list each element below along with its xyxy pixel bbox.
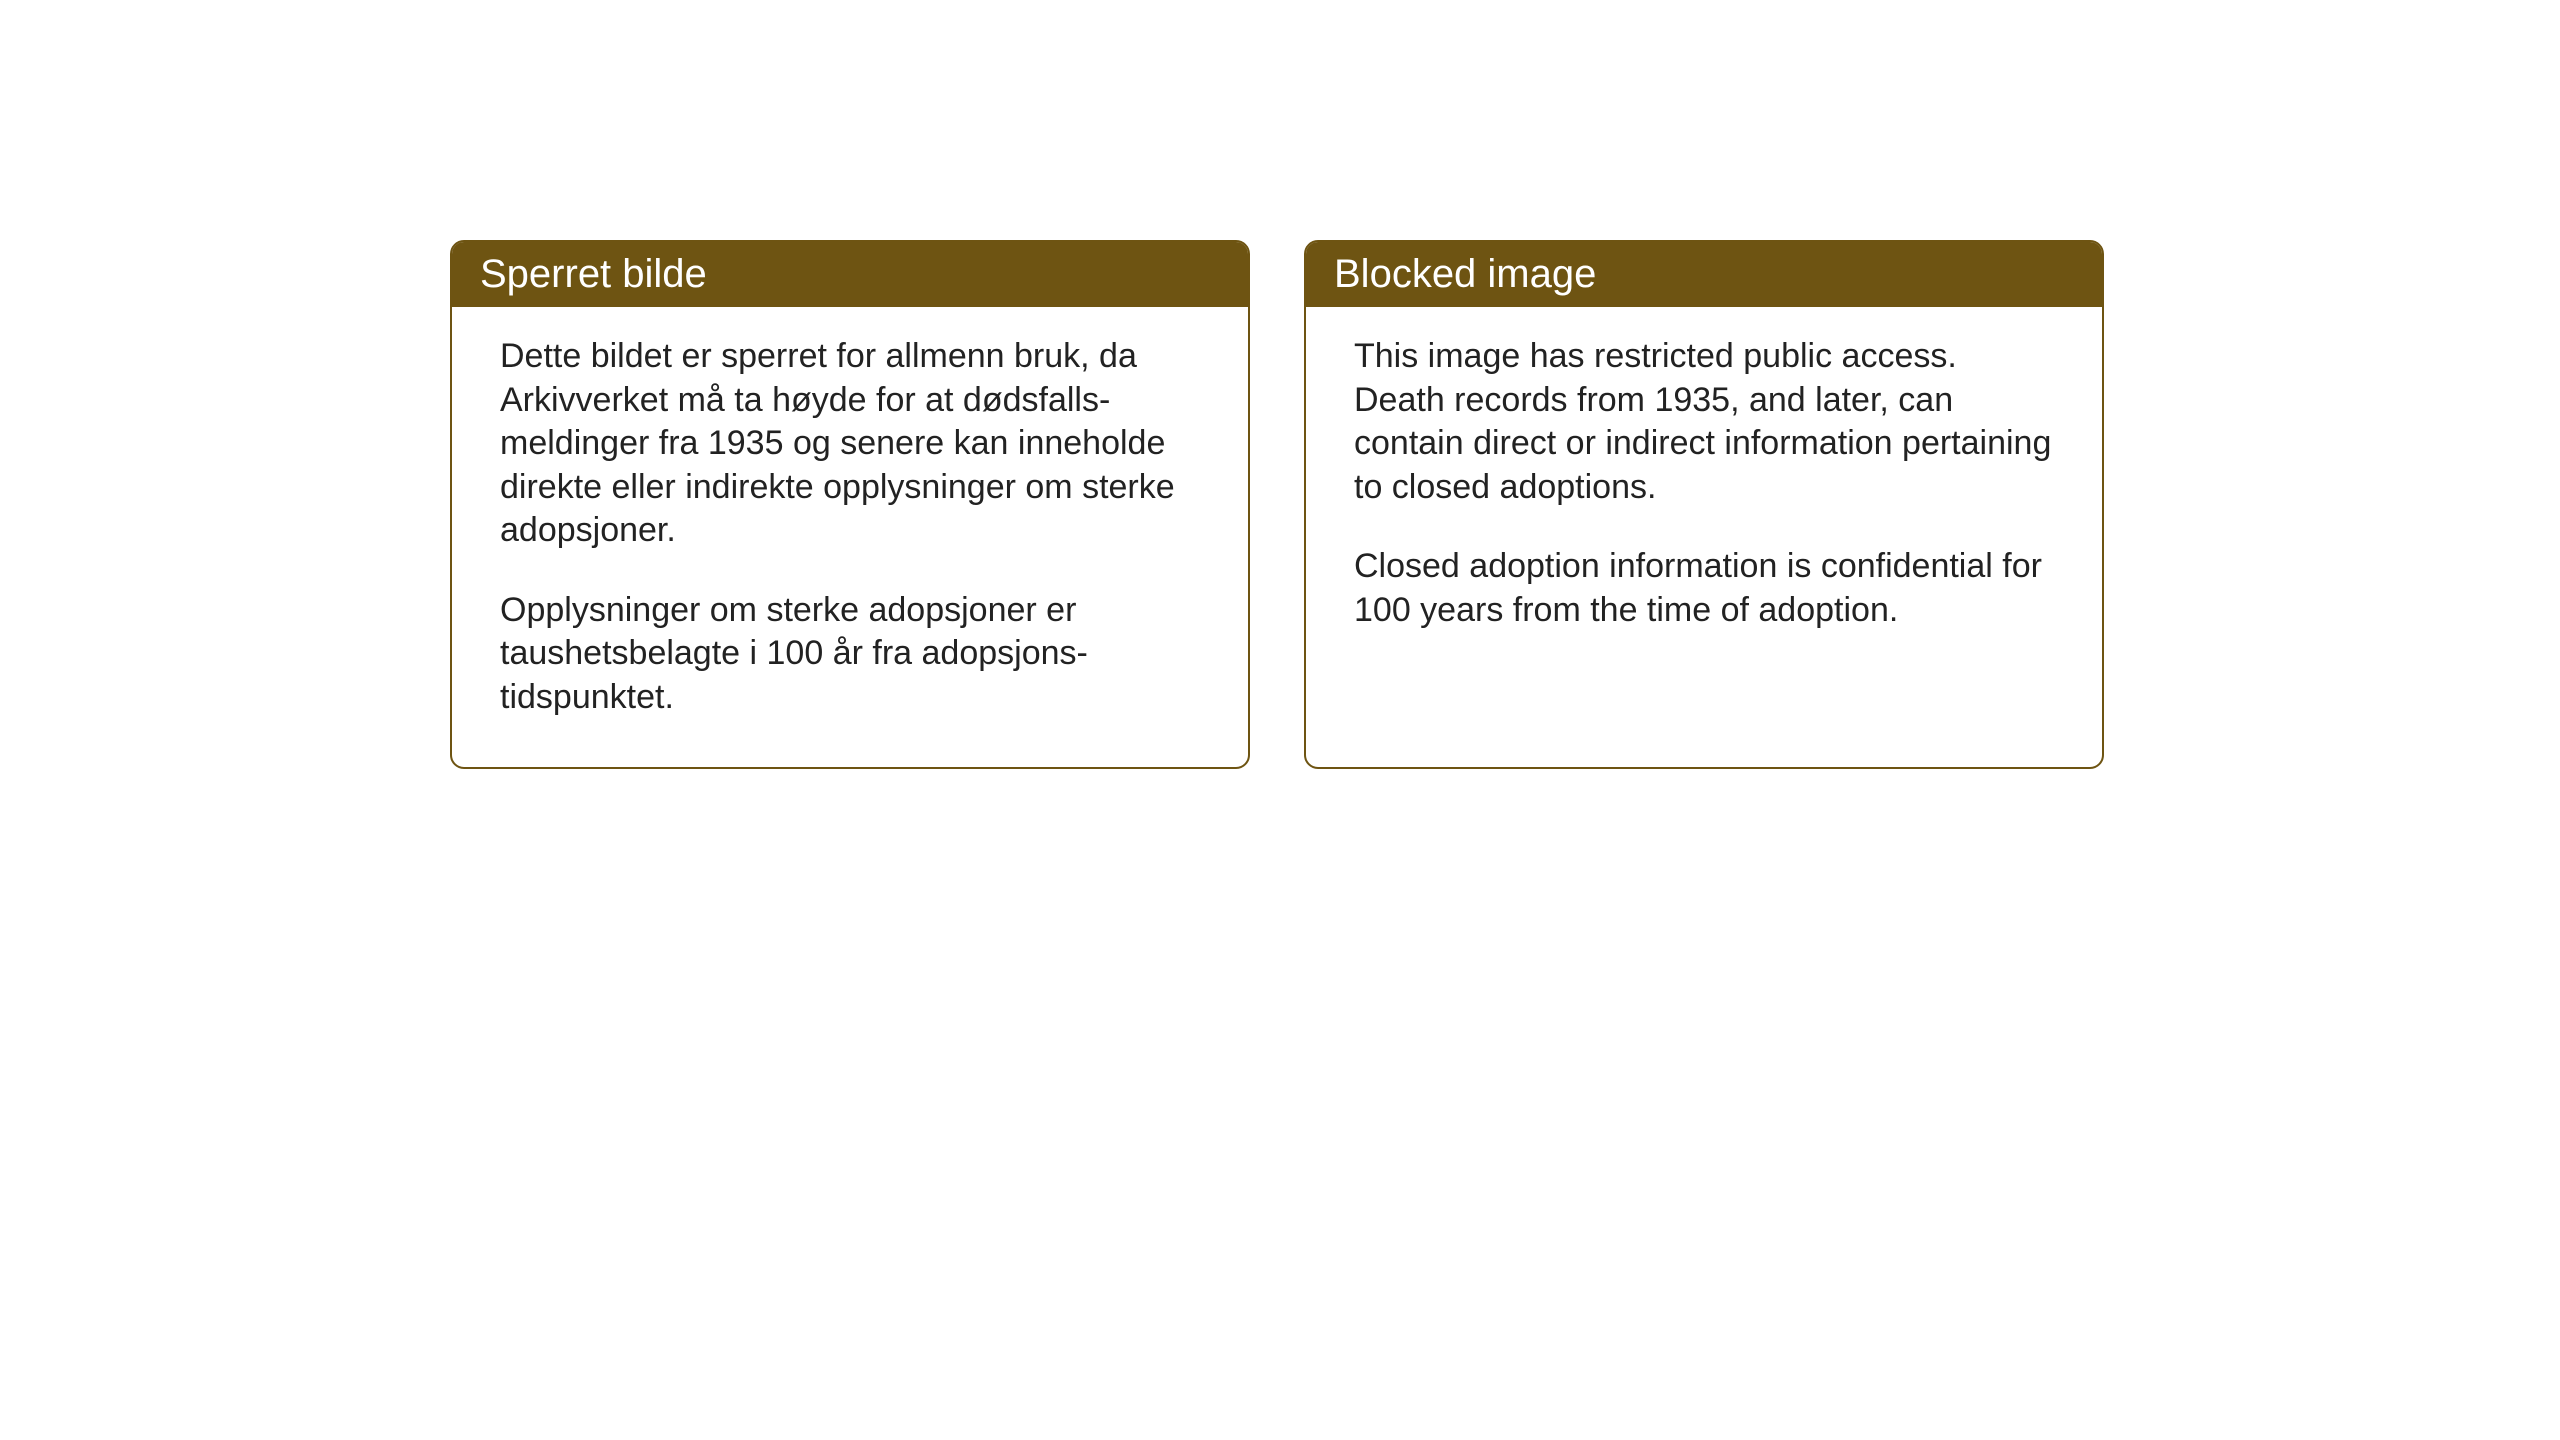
card-title-english: Blocked image: [1334, 252, 1596, 296]
card-paragraph1-norwegian: Dette bildet er sperret for allmenn bruk…: [500, 335, 1200, 553]
card-body-norwegian: Dette bildet er sperret for allmenn bruk…: [452, 307, 1248, 767]
card-paragraph2-english: Closed adoption information is confident…: [1354, 545, 2054, 632]
card-body-english: This image has restricted public access.…: [1306, 307, 2102, 680]
cards-container: Sperret bilde Dette bildet er sperret fo…: [450, 240, 2104, 769]
card-header-norwegian: Sperret bilde: [452, 242, 1248, 307]
card-english: Blocked image This image has restricted …: [1304, 240, 2104, 769]
card-paragraph1-english: This image has restricted public access.…: [1354, 335, 2054, 509]
card-norwegian: Sperret bilde Dette bildet er sperret fo…: [450, 240, 1250, 769]
card-header-english: Blocked image: [1306, 242, 2102, 307]
card-title-norwegian: Sperret bilde: [480, 252, 707, 296]
card-paragraph2-norwegian: Opplysninger om sterke adopsjoner er tau…: [500, 589, 1200, 720]
